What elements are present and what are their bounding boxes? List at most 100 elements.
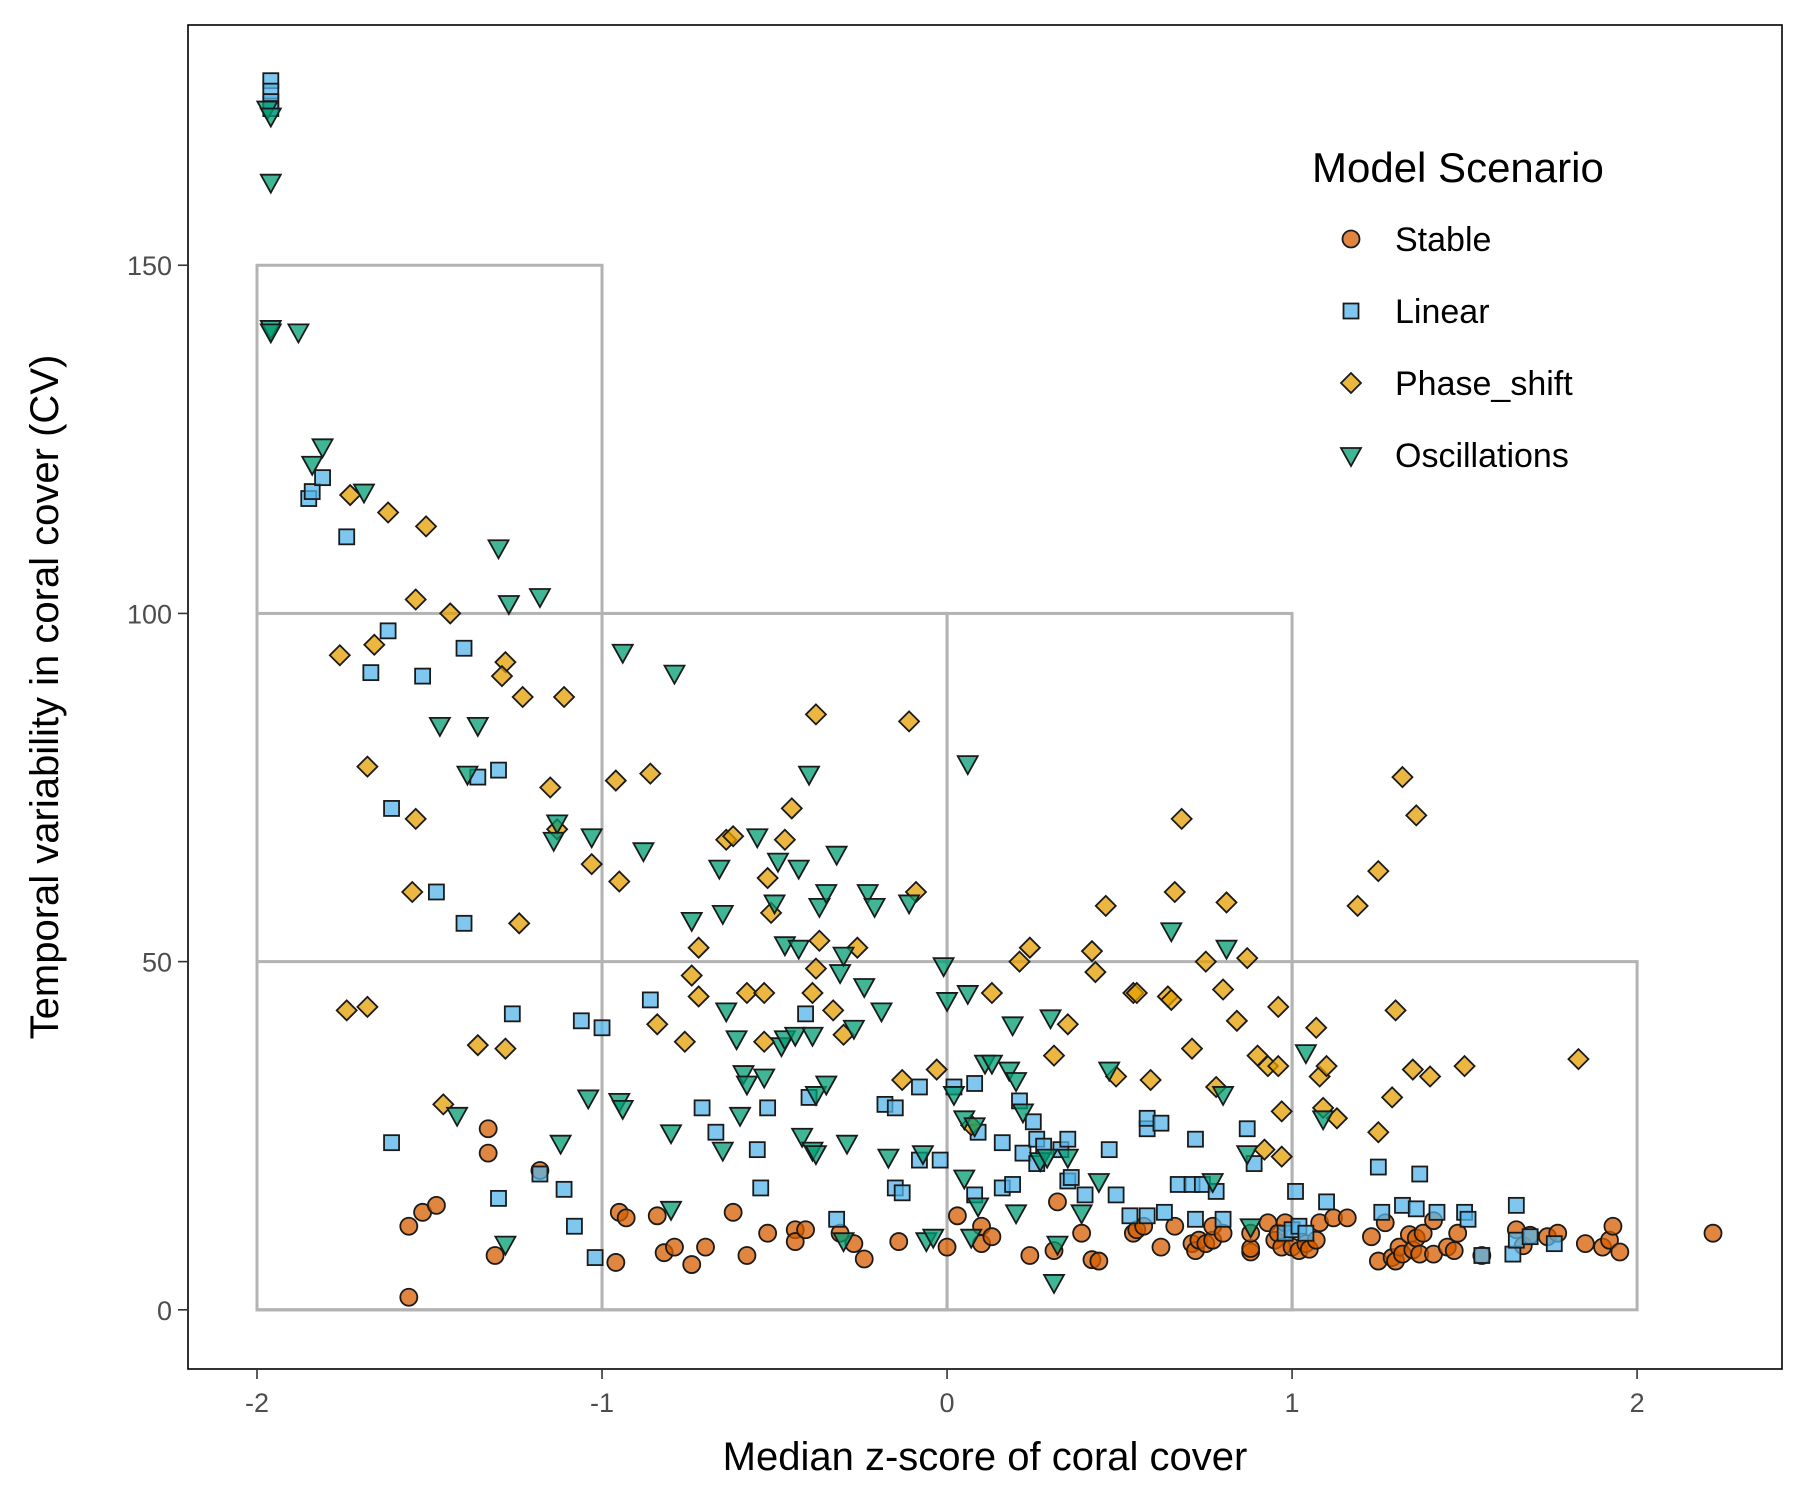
data-point	[889, 1232, 909, 1251]
data-point	[1407, 1200, 1425, 1218]
data-point	[673, 1030, 697, 1053]
legend-label: Stable	[1395, 221, 1491, 259]
data-point	[552, 685, 576, 709]
data-point	[759, 1099, 777, 1117]
data-point	[1266, 995, 1290, 1019]
data-point	[1152, 1114, 1170, 1132]
plot-panel-border	[187, 24, 1783, 1370]
legend-item-linear: Linear	[1342, 293, 1490, 331]
data-point	[593, 1019, 611, 1037]
x-axis: -2 -1 0 1 2	[245, 1369, 1645, 1418]
data-point	[303, 483, 321, 500]
data-point	[748, 1141, 766, 1159]
data-point	[1121, 1207, 1139, 1225]
data-point	[682, 1255, 702, 1274]
data-point	[631, 842, 655, 864]
data-point	[1235, 1145, 1259, 1166]
data-point	[455, 639, 473, 657]
data-point	[1507, 1231, 1525, 1249]
data-point	[549, 1134, 573, 1156]
data-point	[935, 992, 959, 1013]
data-point	[1367, 1120, 1390, 1144]
y-tick-label: 150	[127, 251, 172, 281]
data-point	[1100, 1141, 1118, 1159]
data-point	[363, 633, 386, 657]
data-point	[611, 643, 635, 665]
data-point	[966, 1075, 984, 1092]
data-point	[1194, 950, 1218, 973]
data-point	[1045, 1235, 1069, 1257]
data-point	[1270, 1100, 1293, 1123]
data-point	[1187, 1130, 1204, 1148]
data-point	[586, 1249, 604, 1266]
reference-box-6	[1290, 960, 1639, 1312]
data-point	[687, 985, 710, 1008]
data-point	[580, 828, 604, 850]
data-point	[1473, 1247, 1491, 1264]
data-point	[1163, 880, 1187, 904]
data-point	[680, 964, 704, 987]
data-point	[428, 883, 445, 901]
data-point	[608, 870, 631, 893]
data-point	[1401, 1058, 1425, 1081]
data-point	[893, 1184, 911, 1202]
data-point	[455, 914, 473, 932]
data-point	[1453, 1054, 1476, 1078]
data-point	[466, 1033, 490, 1057]
data-point	[1107, 1186, 1125, 1204]
data-point	[711, 1141, 735, 1163]
data-point	[966, 1197, 990, 1219]
data-point	[286, 323, 310, 345]
data-point	[311, 438, 335, 460]
y-tick-label: 0	[157, 1296, 172, 1326]
data-point	[503, 1005, 521, 1023]
data-point	[445, 1106, 469, 1128]
data-point	[707, 859, 731, 881]
data-point	[665, 1237, 684, 1257]
data-point	[497, 595, 521, 616]
data-point	[531, 1165, 549, 1183]
data-point	[383, 1134, 400, 1152]
legend-items: Stable Linear Phase_shift Oscillations	[1339, 221, 1573, 475]
data-point	[980, 1054, 1004, 1076]
data-point	[356, 995, 379, 1019]
data-point	[404, 588, 427, 611]
data-point	[735, 1075, 759, 1097]
data-point	[507, 912, 531, 935]
data-point	[1239, 1218, 1263, 1240]
data-point	[1048, 1192, 1067, 1212]
data-point	[800, 1026, 825, 1048]
data-point	[1384, 999, 1407, 1022]
data-point	[1070, 1204, 1094, 1226]
data-point	[921, 1228, 945, 1250]
data-point	[1373, 1203, 1391, 1221]
data-point	[1297, 1224, 1315, 1242]
data-point	[1125, 981, 1149, 1005]
data-point	[1369, 1158, 1387, 1176]
data-point	[606, 1253, 626, 1272]
data-point	[993, 1134, 1011, 1152]
data-point	[1304, 1016, 1328, 1040]
data-point	[414, 515, 438, 538]
data-point	[1362, 1227, 1381, 1247]
data-point	[1444, 1241, 1464, 1261]
data-point	[328, 643, 352, 667]
data-point	[693, 1099, 711, 1117]
data-point	[490, 664, 514, 688]
data-point	[1165, 1216, 1185, 1236]
data-point	[787, 939, 811, 961]
data-point	[572, 1012, 590, 1030]
data-point	[1294, 1044, 1318, 1066]
data-point	[766, 852, 790, 874]
data-point	[1318, 1193, 1335, 1211]
data-point	[1008, 950, 1031, 973]
data-point	[259, 323, 283, 345]
data-point	[1418, 1065, 1442, 1088]
data-point	[1004, 1072, 1028, 1093]
data-point	[956, 985, 980, 1006]
x-tick-label: 2	[1630, 1388, 1645, 1418]
data-point	[1703, 1223, 1723, 1243]
data-point	[911, 1145, 935, 1166]
data-points	[255, 72, 1723, 1307]
data-point	[796, 1220, 815, 1240]
